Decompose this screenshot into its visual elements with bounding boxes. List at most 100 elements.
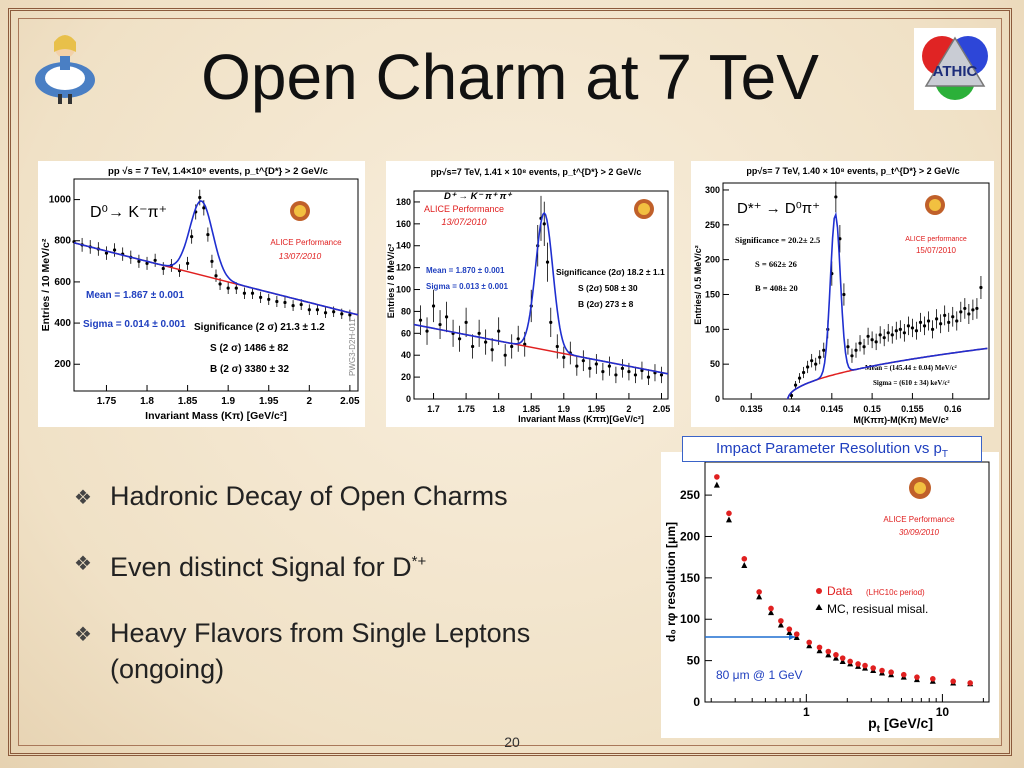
x-tick-label: 2 [307, 396, 313, 407]
y-tick-label: 50 [710, 359, 720, 369]
y-tick-label: 600 [54, 277, 71, 288]
chart-d0-xlabel: Invariant Mass (Kπ) [GeV/c²] [145, 410, 287, 422]
data-point [581, 359, 585, 363]
data-point [601, 370, 605, 374]
data-point [814, 362, 818, 366]
data-point [477, 331, 481, 335]
data-point [834, 195, 838, 199]
data-point [464, 320, 468, 324]
data-point [210, 259, 214, 263]
chart-d0-date: 13/07/2010 [279, 251, 322, 261]
data-point [299, 302, 303, 307]
data-point [741, 556, 748, 562]
chart-dplus-date: 13/07/2010 [441, 217, 486, 227]
data-point [874, 340, 878, 344]
mc-point [786, 628, 793, 635]
data-point [259, 295, 263, 299]
data-point [806, 639, 813, 646]
data-point [816, 644, 823, 651]
chart-impact-date: 30/09/2010 [899, 528, 940, 537]
mc-point [741, 561, 748, 568]
y-tick-label: 160 [396, 219, 411, 229]
alice-logo-icon [290, 201, 310, 221]
x-tick-label: 2.05 [653, 404, 671, 414]
y-tick-label: 40 [401, 350, 411, 360]
data-point [659, 373, 664, 377]
data-point [714, 474, 720, 480]
data-point [234, 286, 238, 290]
athic-logo-text: ATHIC [933, 63, 978, 80]
data-point [878, 333, 882, 337]
data-point [842, 292, 846, 297]
data-point [340, 312, 344, 316]
chart-dplus-stat-mean: Mean = 1.870 ± 0.001 [426, 266, 505, 275]
chart-d0-side-label: PWG3-D2H-011 [348, 318, 357, 376]
data-point [947, 320, 951, 324]
data-point [914, 674, 920, 680]
y-tick-label: 1000 [49, 195, 72, 206]
bullet-diamond-icon: ❖ [74, 553, 92, 575]
chart-dplus: pp√s=7 TeV, 1.41 × 10⁸ events, p_t^{D*} … [386, 167, 671, 424]
chart-dplus-stat-sigma: Sigma = 0.013 ± 0.001 [426, 282, 509, 291]
y-tick-label: 200 [54, 359, 71, 370]
data-point [902, 331, 906, 335]
data-point [793, 383, 798, 387]
data-point [793, 631, 800, 637]
data-point [862, 345, 866, 349]
mc-point [816, 647, 823, 654]
y-tick-label: 250 [680, 488, 700, 502]
data-point [888, 669, 894, 676]
data-point [825, 648, 832, 655]
data-point [307, 308, 311, 312]
data-point [935, 317, 939, 321]
data-point [906, 324, 910, 328]
data-point [484, 340, 488, 344]
data-point [846, 345, 850, 349]
data-point [870, 665, 876, 671]
chart-impact-performance-label: ALICE Performance [883, 515, 955, 524]
data-point [206, 232, 210, 237]
data-point [789, 393, 794, 398]
data-point [898, 327, 902, 331]
data-point [549, 320, 553, 324]
mc-point [756, 593, 763, 600]
data-point [930, 327, 935, 331]
y-tick-label: 200 [705, 255, 720, 265]
chart-impact-reference-arrow [789, 634, 795, 640]
data-point [862, 662, 868, 669]
chart-d0-panel: pp √s = 7 TeV, 1.4×10⁸ events, p_t^{D*} … [38, 161, 365, 427]
data-point [425, 329, 429, 333]
x-tick-label: 0.145 [821, 404, 844, 414]
x-tick-label: 1.85 [522, 404, 540, 414]
legend-label-data: Data [827, 584, 853, 598]
data-point [922, 324, 927, 328]
data-point [951, 315, 955, 319]
data-point [490, 348, 494, 352]
data-point [943, 313, 947, 317]
slide-frame [8, 8, 1012, 756]
x-tick-label: 0.15 [863, 404, 881, 414]
chart-dstar-panel: pp√s= 7 TeV, 1.40 × 10⁸ events, p_t^{D*}… [691, 161, 994, 427]
data-point [267, 297, 271, 302]
data-point [918, 320, 923, 324]
data-point [315, 308, 320, 312]
data-point [186, 261, 190, 265]
slide-title: Open Charm at 7 TeV [201, 41, 819, 113]
data-point [950, 678, 956, 685]
data-point [858, 341, 862, 345]
data-point [646, 375, 651, 379]
data-point [890, 333, 894, 337]
bullet-text: Hadronic Decay of Open Charms [110, 481, 508, 511]
y-tick-label: 100 [680, 612, 700, 626]
data-point [614, 373, 618, 377]
data-point [847, 658, 853, 665]
y-tick-label: 250 [705, 220, 720, 230]
mc-point [725, 516, 732, 523]
x-tick-label: 1 [803, 705, 810, 719]
data-point [930, 676, 936, 682]
chart-impact-xlabel: pt [GeV/c] [868, 715, 933, 735]
data-point [854, 348, 858, 352]
data-point [959, 310, 963, 314]
mc-point [839, 657, 846, 664]
data-point [620, 366, 625, 370]
